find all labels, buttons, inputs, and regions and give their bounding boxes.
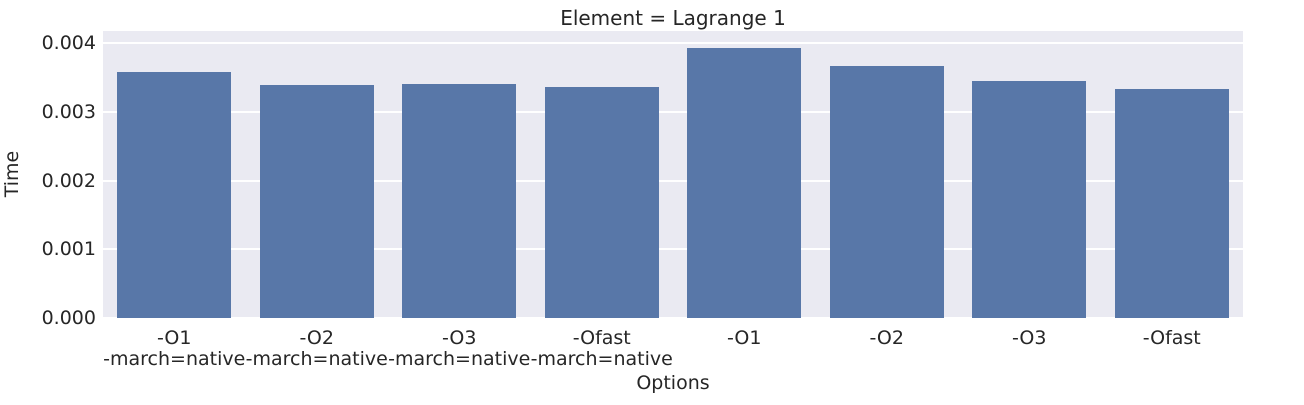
x-tick-label-line: -march=native xyxy=(245,348,388,370)
x-tick-label: -O3 xyxy=(948,328,1111,349)
y-gridline xyxy=(103,111,1243,114)
chart-title: Element = Lagrange 1 xyxy=(560,6,786,30)
x-tick-label-line: -O3 xyxy=(442,327,477,349)
bar xyxy=(829,66,944,318)
x-tick-label-line: -O3 xyxy=(1012,327,1047,349)
y-tick-label: 0.004 xyxy=(41,32,96,55)
bar xyxy=(259,85,374,318)
y-gridline xyxy=(103,317,1243,319)
x-tick-label-line: -Ofast xyxy=(1142,327,1201,349)
bar xyxy=(402,83,517,318)
x-tick-label: -O1 -march=native xyxy=(93,328,256,370)
y-tick-label: 0.001 xyxy=(41,238,96,261)
x-tick-label-line: -march=native xyxy=(388,348,531,370)
x-tick-label-line: -march=native xyxy=(530,348,673,370)
x-tick-label-line: -O1 xyxy=(727,327,762,349)
y-tick-label: 0.002 xyxy=(41,169,96,192)
x-axis-label: Options xyxy=(636,372,710,394)
x-tick-label: -O2 -march=native xyxy=(236,328,399,370)
y-tick-label: 0.003 xyxy=(41,101,96,124)
y-tick-label: 0.000 xyxy=(41,307,96,329)
x-tick-label: -O1 xyxy=(663,328,826,349)
y-gridline xyxy=(103,248,1243,251)
x-tick-label: -Ofast xyxy=(1091,328,1254,349)
x-tick-label-line: -O2 xyxy=(299,327,334,349)
x-tick-label-line: -O2 xyxy=(869,327,904,349)
plot-area xyxy=(103,31,1243,319)
y-gridline xyxy=(103,42,1243,45)
x-tick-label-line: -O1 xyxy=(157,327,192,349)
x-tick-label: -Ofast -march=native xyxy=(521,328,684,370)
bar xyxy=(1114,89,1229,318)
x-tick-label: -O2 xyxy=(806,328,969,349)
x-tick-label-line: -march=native xyxy=(103,348,246,370)
bar xyxy=(544,87,659,318)
bar xyxy=(972,81,1087,318)
x-tick-label: -O3 -march=native xyxy=(378,328,541,370)
x-tick-label-line: -Ofast xyxy=(572,327,631,349)
bar xyxy=(687,48,802,318)
y-gridline xyxy=(103,179,1243,182)
bar xyxy=(117,72,232,318)
